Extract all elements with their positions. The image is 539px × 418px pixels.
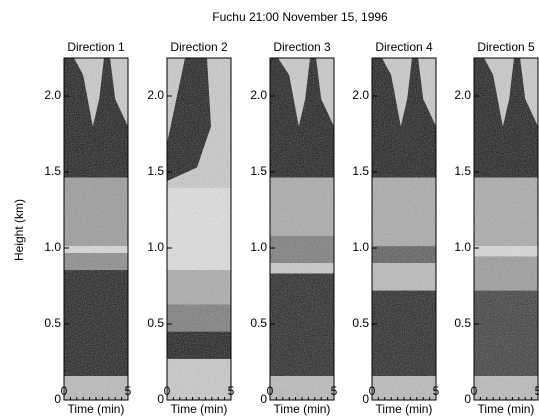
image-texture [474, 58, 538, 400]
y-tick-label: 0 [54, 392, 61, 406]
image-texture [167, 58, 231, 400]
panel-title: Direction 4 [375, 40, 433, 54]
y-tick-label: 0.5 [250, 316, 267, 330]
figure-title: Fuchu 21:00 November 15, 1996 [212, 10, 388, 24]
y-tick-label: 2.0 [250, 88, 267, 102]
y-tick-label: 1.5 [454, 164, 471, 178]
x-tick-label: 5 [125, 384, 132, 398]
y-tick-label: 0.5 [352, 316, 369, 330]
x-tick-label: 5 [433, 384, 440, 398]
y-tick-label: 2.0 [454, 88, 471, 102]
x-tick-label: 0 [471, 384, 478, 398]
x-axis-title: Time (min) [376, 402, 433, 416]
x-axis-title: Time (min) [274, 402, 331, 416]
panel [166, 57, 232, 401]
x-axis-title: Time (min) [171, 402, 228, 416]
panel-title: Direction 5 [477, 40, 535, 54]
y-tick-label: 0 [362, 392, 369, 406]
x-tick-label: 5 [331, 384, 338, 398]
y-tick-label: 1.0 [454, 240, 471, 254]
x-tick-label: 0 [61, 384, 68, 398]
y-tick-label: 2.0 [44, 88, 61, 102]
x-tick-label: 0 [164, 384, 171, 398]
y-tick-label: 0 [464, 392, 471, 406]
y-tick-label: 1.0 [44, 240, 61, 254]
y-tick-label: 0.5 [147, 316, 164, 330]
panel [269, 57, 335, 401]
y-axis-title: Height (km) [12, 199, 26, 261]
y-tick-label: 1.0 [147, 240, 164, 254]
y-tick-label: 1.5 [147, 164, 164, 178]
y-tick-label: 1.5 [44, 164, 61, 178]
panel [371, 57, 437, 401]
panel-title: Direction 1 [67, 40, 125, 54]
y-tick-label: 1.0 [250, 240, 267, 254]
y-tick-label: 0.5 [44, 316, 61, 330]
panel-title: Direction 3 [273, 40, 331, 54]
image-texture [270, 58, 334, 400]
x-tick-label: 0 [267, 384, 274, 398]
x-axis-title: Time (min) [68, 402, 125, 416]
panel [473, 57, 539, 401]
x-tick-label: 5 [535, 384, 539, 398]
y-tick-label: 2.0 [352, 88, 369, 102]
y-tick-label: 0 [157, 392, 164, 406]
x-tick-label: 5 [228, 384, 235, 398]
y-tick-label: 0 [260, 392, 267, 406]
y-tick-label: 1.5 [250, 164, 267, 178]
y-tick-label: 2.0 [147, 88, 164, 102]
x-axis-title: Time (min) [478, 402, 535, 416]
y-tick-label: 1.0 [352, 240, 369, 254]
image-texture [372, 58, 436, 400]
y-tick-label: 1.5 [352, 164, 369, 178]
x-tick-label: 0 [369, 384, 376, 398]
y-tick-label: 0.5 [454, 316, 471, 330]
panel [63, 57, 129, 401]
image-texture [64, 58, 128, 400]
panel-title: Direction 2 [170, 40, 228, 54]
